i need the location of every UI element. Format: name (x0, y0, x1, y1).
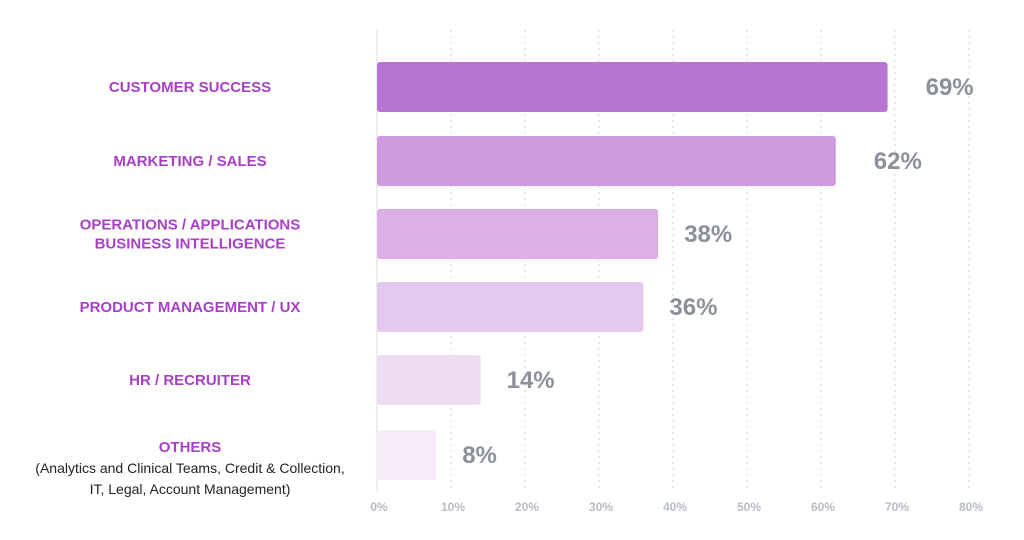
bar (377, 136, 836, 186)
x-tick-label: 10% (441, 500, 465, 514)
category-label: OPERATIONS / APPLICATIONS (80, 217, 301, 234)
category-label: OTHERS (159, 439, 222, 456)
bars (377, 62, 888, 480)
x-axis-tick-labels: 0% 10% 20% 30% 40% 50% 60% 70% 80% (370, 500, 983, 514)
category-note: (Analytics and Clinical Teams, Credit & … (35, 460, 344, 476)
category-label: HR / RECRUITER (129, 372, 251, 389)
category-note: IT, Legal, Account Management) (90, 481, 291, 497)
value-label: 36% (669, 294, 717, 321)
category-label: PRODUCT MANAGEMENT / UX (80, 299, 301, 316)
bar (377, 282, 644, 332)
category-label: CUSTOMER SUCCESS (109, 79, 271, 96)
x-tick-label: 80% (959, 500, 983, 514)
bar (377, 62, 888, 112)
x-tick-label: 70% (885, 500, 909, 514)
value-labels: 69% 62% 38% 36% 14% 8% (462, 74, 973, 469)
value-label: 38% (684, 221, 732, 248)
bar (377, 430, 437, 480)
category-label: MARKETING / SALES (113, 153, 266, 170)
x-tick-label: 50% (737, 500, 761, 514)
x-tick-label: 30% (589, 500, 613, 514)
value-label: 8% (462, 442, 497, 469)
x-tick-label: 20% (515, 500, 539, 514)
value-label: 69% (926, 74, 974, 101)
category-label: BUSINESS INTELLIGENCE (95, 236, 286, 253)
value-label: 62% (874, 148, 922, 175)
category-labels: CUSTOMER SUCCESS MARKETING / SALES OPERATI… (35, 79, 344, 497)
bar (377, 355, 481, 405)
bar (377, 209, 659, 259)
value-label: 14% (507, 367, 555, 394)
x-tick-label: 0% (370, 500, 388, 514)
x-tick-label: 60% (811, 500, 835, 514)
grid-lines (376, 30, 970, 492)
x-tick-label: 40% (663, 500, 687, 514)
